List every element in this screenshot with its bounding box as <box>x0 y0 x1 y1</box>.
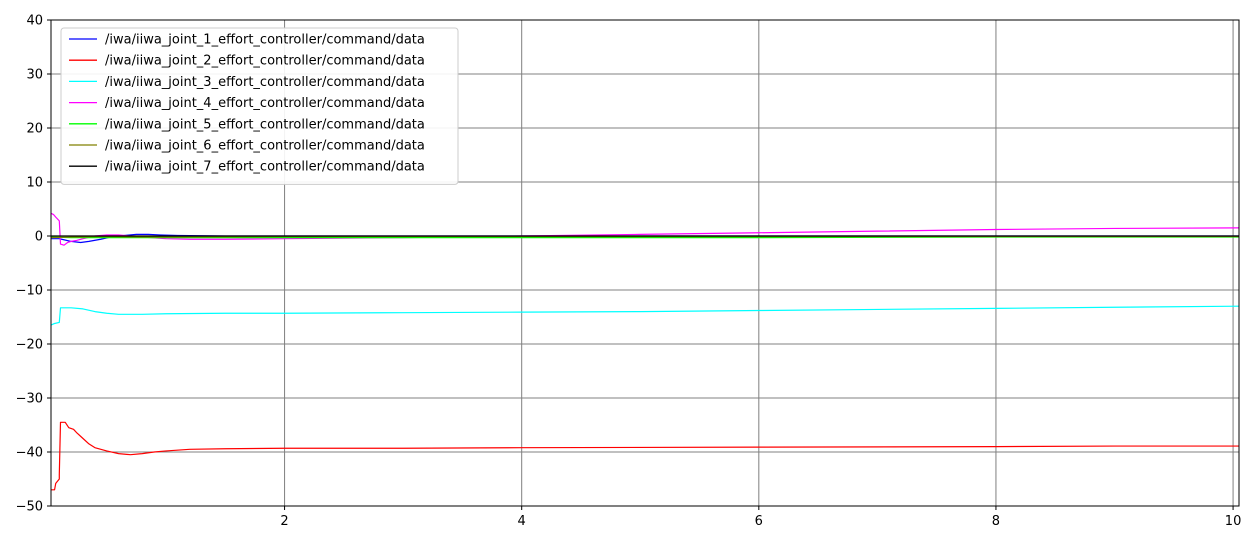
legend-box <box>60 27 459 185</box>
y-tick-label: −50 <box>16 500 43 515</box>
series-line-joint-5 <box>50 236 1239 239</box>
y-tick-label: −10 <box>16 284 43 299</box>
legend-label: /iwa/iiwa_joint_4_effort_controller/comm… <box>105 96 425 111</box>
y-tick-label: 0 <box>35 230 43 245</box>
legend-label: /iwa/iiwa_joint_5_effort_controller/comm… <box>105 117 425 132</box>
axis-ticks: 2 4 6 8 10 −50 −40 −30 −20 −10 0 10 20 30 40 <box>16 14 1242 530</box>
legend-label: /iwa/iiwa_joint_7_effort_controller/comm… <box>105 160 425 175</box>
legend-label: /iwa/iiwa_joint_2_effort_controller/comm… <box>105 54 425 69</box>
y-tick-label: 40 <box>26 14 43 29</box>
legend: /iwa/iiwa_joint_1_effort_controller/comm… <box>60 27 459 185</box>
x-tick-label: 2 <box>280 514 288 529</box>
legend-label: /iwa/iiwa_joint_1_effort_controller/comm… <box>105 33 425 48</box>
x-tick-label: 8 <box>992 514 1000 529</box>
x-tick-label: 4 <box>518 514 526 529</box>
y-tick-label: −20 <box>16 338 43 353</box>
series-line-joint-2 <box>51 421 1239 491</box>
x-tick-label: 6 <box>755 514 763 529</box>
y-tick-label: 20 <box>26 122 43 137</box>
y-tick-label: −30 <box>16 392 43 407</box>
y-tick-label: −40 <box>16 446 43 461</box>
plot-frame <box>50 19 1240 507</box>
legend-label: /iwa/iiwa_joint_6_effort_controller/comm… <box>105 139 425 154</box>
series-lines <box>50 212 1240 491</box>
y-tick-label: 30 <box>26 68 43 83</box>
y-tick-label: 10 <box>26 176 43 191</box>
series-line-joint-3 <box>50 305 1240 326</box>
x-tick-label: 10 <box>1225 514 1242 529</box>
legend-label: /iwa/iiwa_joint_3_effort_controller/comm… <box>105 75 425 90</box>
